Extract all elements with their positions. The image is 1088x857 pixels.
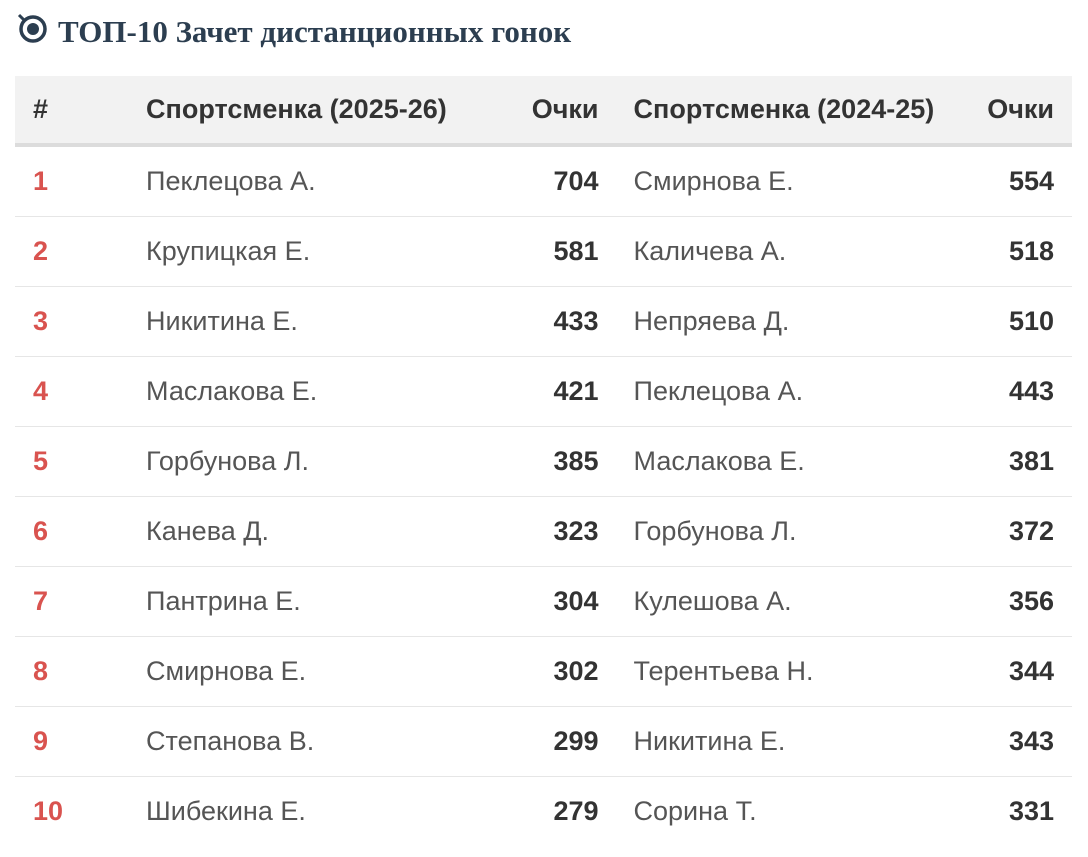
- rank-cell: 9: [15, 706, 147, 777]
- table-row: 7 Пантрина Е. 304 Кулешова А. 356: [15, 566, 1072, 637]
- athlete-2025-26-cell: Шибекина Е.: [146, 796, 306, 826]
- points-2024-25-cell: 554: [987, 145, 1072, 217]
- athlete-2024-25-cell: Каличева А.: [598, 216, 988, 287]
- points-2025-26-cell: 433: [499, 286, 599, 357]
- athlete-2025-26-cell: Маслакова Е.: [146, 356, 500, 427]
- athlete-2024-25-cell: Маслакова Е.: [598, 426, 988, 497]
- header-points-2025-26: Очки: [531, 94, 599, 124]
- header-athlete-2025-26: Спортсменка (2025-26): [146, 94, 447, 124]
- athlete-2024-25-cell: Кулешова А.: [598, 566, 988, 637]
- table-header-row: # Спортсменка (2025-26) Очки Спортсменка…: [15, 76, 1072, 145]
- points-2024-25-cell: 372: [987, 496, 1072, 567]
- athlete-2025-26-cell: Степанова В.: [146, 706, 500, 777]
- points-2024-25-cell: 381: [987, 426, 1072, 497]
- athlete-2024-25-cell: Терентьева Н.: [598, 636, 988, 707]
- rank-cell: 7: [15, 566, 147, 637]
- athlete-2024-25-cell: Сорина Т.: [633, 796, 757, 826]
- athlete-2025-26-cell: Горбунова Л.: [146, 426, 500, 497]
- athlete-2024-25-cell: Смирнова Е.: [598, 145, 988, 217]
- table-row: 6 Канева Д. 323 Горбунова Л. 372: [15, 496, 1072, 567]
- athlete-2025-26-cell: Крупицкая Е.: [146, 216, 500, 287]
- table-row: 2 Крупицкая Е. 581 Каличева А. 518: [15, 216, 1072, 287]
- points-2024-25-cell: 518: [987, 216, 1072, 287]
- athlete-2025-26-cell: Канева Д.: [146, 496, 500, 567]
- rank-cell: 3: [15, 286, 147, 357]
- table-row: 5 Горбунова Л. 385 Маслакова Е. 381: [15, 426, 1072, 497]
- points-2025-26-cell: 279: [553, 796, 599, 826]
- header-points-2024-25: Очки: [987, 94, 1054, 124]
- points-2024-25-cell: 443: [987, 356, 1072, 427]
- points-2025-26-cell: 299: [499, 706, 599, 777]
- points-2025-26-cell: 385: [499, 426, 599, 497]
- athlete-2024-25-cell: Никитина Е.: [598, 706, 988, 777]
- table-row: 4 Маслакова Е. 421 Пеклецова А. 443: [15, 356, 1072, 427]
- title-text: ТОП-10 Зачет дистанционных гонок: [58, 14, 572, 49]
- points-2024-25-cell: 510: [987, 286, 1072, 357]
- points-2024-25-cell: 344: [987, 636, 1072, 707]
- points-2025-26-cell: 704: [499, 145, 599, 217]
- points-2024-25-cell: 356: [987, 566, 1072, 637]
- points-2025-26-cell: 581: [499, 216, 599, 287]
- athlete-2025-26-cell: Смирнова Е.: [146, 636, 500, 707]
- rank-cell: 5: [15, 426, 147, 497]
- rank-cell: 10: [33, 796, 64, 826]
- table-row: 10 Шибекина Е. 279 Сорина Т. 331: [15, 777, 1072, 847]
- table-row: 1 Пеклецова А. 704 Смирнова Е. 554: [15, 145, 1072, 217]
- points-2025-26-cell: 304: [499, 566, 599, 637]
- points-2025-26-cell: 421: [499, 356, 599, 427]
- table-row: 9 Степанова В. 299 Никитина Е. 343: [15, 706, 1072, 777]
- athlete-2024-25-cell: Горбунова Л.: [598, 496, 988, 567]
- stopwatch-target-icon: [16, 12, 48, 52]
- rank-cell: 4: [15, 356, 147, 427]
- athlete-2025-26-cell: Никитина Е.: [146, 286, 500, 357]
- header-rank: #: [33, 94, 49, 124]
- ranking-table: # Спортсменка (2025-26) Очки Спортсменка…: [15, 76, 1072, 846]
- rank-cell: 6: [15, 496, 147, 567]
- rank-cell: 2: [15, 216, 147, 287]
- points-2024-25-cell: 331: [1008, 796, 1054, 826]
- rank-cell: 1: [15, 145, 147, 217]
- page-title: ТОП-10 Зачет дистанционных гонок: [16, 12, 571, 52]
- points-2025-26-cell: 302: [499, 636, 599, 707]
- points-2025-26-cell: 323: [499, 496, 599, 567]
- athlete-2024-25-cell: Пеклецова А.: [598, 356, 988, 427]
- rank-cell: 8: [15, 636, 147, 707]
- points-2024-25-cell: 343: [987, 706, 1072, 777]
- athlete-2025-26-cell: Пеклецова А.: [146, 145, 500, 217]
- header-athlete-2024-25: Спортсменка (2024-25): [633, 94, 935, 124]
- table-row: 8 Смирнова Е. 302 Терентьева Н. 344: [15, 636, 1072, 707]
- table-row: 3 Никитина Е. 433 Непряева Д. 510: [15, 286, 1072, 357]
- athlete-2024-25-cell: Непряева Д.: [598, 286, 988, 357]
- athlete-2025-26-cell: Пантрина Е.: [146, 566, 500, 637]
